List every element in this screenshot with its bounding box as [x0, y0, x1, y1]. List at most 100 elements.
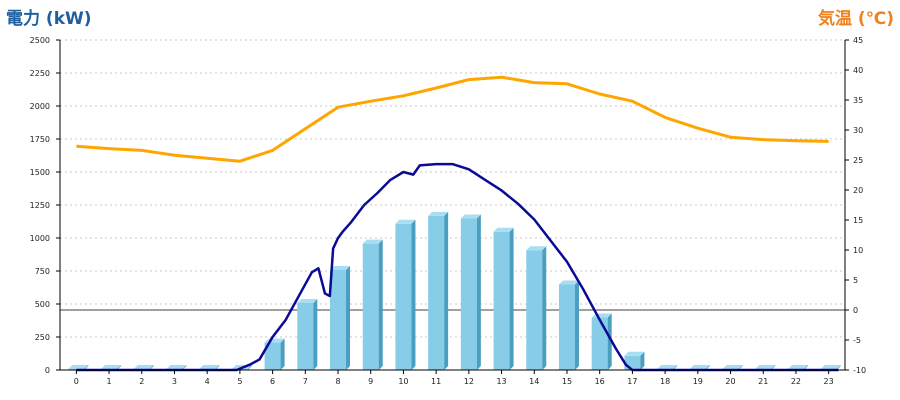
x-tick-label: 20: [725, 377, 735, 386]
grid: [60, 39, 845, 338]
bar-face: [558, 284, 575, 370]
bar-top: [787, 365, 808, 369]
right-tick-label: -5: [853, 336, 861, 345]
bar-side: [542, 246, 547, 370]
bar-side: [444, 211, 449, 370]
x-tick-label: 17: [627, 377, 637, 386]
x-tick-label: 0: [74, 377, 79, 386]
axes: 02505007501000125015001750200022502500-1…: [30, 36, 866, 386]
bar: [362, 239, 383, 370]
x-tick-label: 18: [660, 377, 670, 386]
bar: [395, 219, 416, 370]
bar-face: [297, 303, 314, 370]
bar-top: [722, 365, 743, 369]
right-tick-label: 25: [853, 156, 863, 165]
left-tick-label: 750: [35, 267, 50, 276]
right-tick-label: 5: [853, 276, 858, 285]
x-tick-label: 9: [368, 377, 373, 386]
right-tick-label: 0: [853, 306, 858, 315]
bar-side: [378, 239, 383, 370]
bar-side: [640, 351, 645, 370]
x-tick-label: 10: [398, 377, 408, 386]
x-tick-label: 19: [693, 377, 703, 386]
bar-face: [330, 270, 347, 370]
bar-top: [297, 299, 318, 303]
bar-side: [313, 299, 318, 370]
bar-top: [689, 365, 710, 369]
bar: [330, 266, 351, 370]
bar-face: [526, 250, 543, 370]
left-tick-label: 2250: [30, 69, 50, 78]
x-tick-label: 13: [496, 377, 506, 386]
bar-top: [558, 280, 579, 285]
bar-side: [247, 365, 252, 370]
left-tick-label: 2500: [30, 36, 50, 45]
bar: [460, 214, 481, 370]
bar-top: [428, 211, 449, 216]
right-tick-label: 20: [853, 186, 863, 195]
left-tick-label: 1000: [30, 234, 50, 243]
bar-top: [526, 246, 547, 251]
bar-top: [624, 351, 645, 356]
bar-face: [624, 355, 641, 370]
x-tick-label: 21: [758, 377, 768, 386]
x-tick-label: 2: [139, 377, 144, 386]
left-tick-label: 1250: [30, 201, 50, 210]
bar-face: [591, 317, 608, 370]
bar-side: [411, 219, 416, 370]
bar-top: [395, 219, 416, 224]
left-tick-label: 1750: [30, 135, 50, 144]
bar-side: [509, 227, 514, 370]
bar-top: [166, 365, 187, 369]
temperature-line: [76, 75, 829, 163]
bar: [526, 246, 547, 370]
right-tick-label: 40: [853, 66, 863, 75]
x-tick-label: 3: [172, 377, 177, 386]
bar: [428, 211, 449, 370]
bar-side: [476, 214, 481, 370]
power-bars: [68, 211, 841, 370]
left-tick-label: 2000: [30, 102, 50, 111]
left-axis-title: 電力 (kW): [6, 9, 92, 29]
right-tick-label: 35: [853, 96, 863, 105]
left-tick-label: 250: [35, 333, 50, 342]
bar-side: [607, 313, 612, 370]
bar-top: [199, 365, 220, 369]
x-tick-label: 16: [595, 377, 605, 386]
right-tick-label: 10: [853, 246, 863, 255]
bar-top: [493, 227, 514, 232]
power-line: [76, 162, 839, 372]
x-tick-label: 23: [824, 377, 834, 386]
bar-top: [755, 365, 776, 369]
x-tick-label: 6: [270, 377, 275, 386]
left-tick-label: 1500: [30, 168, 50, 177]
x-tick-label: 11: [431, 377, 441, 386]
bar-face: [362, 243, 379, 370]
right-tick-label: 30: [853, 126, 863, 135]
bar-face: [264, 342, 281, 370]
x-tick-label: 1: [107, 377, 112, 386]
bar-top: [657, 365, 678, 369]
x-tick-label: 4: [205, 377, 210, 386]
right-tick-label: 15: [853, 216, 863, 225]
right-tick-label: -10: [853, 366, 866, 375]
bar: [493, 227, 514, 370]
lines: [76, 75, 839, 372]
bar-top: [362, 239, 383, 244]
x-tick-label: 15: [562, 377, 572, 386]
x-tick-label: 14: [529, 377, 539, 386]
right-axis-title: 気温 (℃): [817, 9, 894, 29]
bar: [297, 299, 318, 370]
bar-top: [68, 365, 89, 369]
bar-top: [330, 266, 351, 270]
x-tick-label: 12: [464, 377, 474, 386]
bar: [558, 280, 579, 370]
bar-side: [280, 338, 285, 370]
bar-top: [133, 365, 154, 369]
bar-face: [460, 218, 477, 370]
x-tick-label: 5: [237, 377, 242, 386]
left-tick-label: 500: [35, 300, 50, 309]
bar-side: [574, 280, 579, 370]
x-tick-label: 8: [335, 377, 340, 386]
